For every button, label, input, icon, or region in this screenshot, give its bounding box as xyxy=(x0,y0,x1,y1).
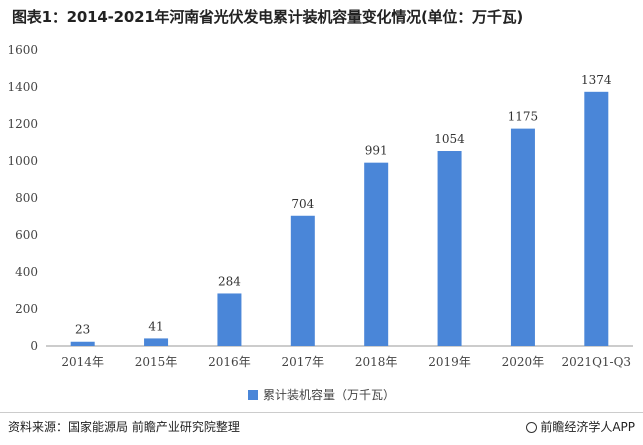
x-axis: 2014年 2015年 2016年 2017年 2018年 2019年 2020年 2021Q… xyxy=(46,345,633,369)
y-axis: 0 200 400 600 800 1000 1200 1400 1600 xyxy=(7,43,38,353)
x-tick-label: 2021Q1-Q3 xyxy=(562,355,632,369)
bar xyxy=(144,338,169,346)
y-tick-label: 1600 xyxy=(7,43,38,57)
data-label: 1374 xyxy=(581,73,612,87)
bar xyxy=(364,162,389,346)
x-tick-label: 2020年 xyxy=(502,355,545,369)
bar xyxy=(217,293,242,346)
data-labels: 23 41 284 704 991 1054 1175 1374 xyxy=(75,73,612,337)
bar xyxy=(584,91,609,346)
bar-series xyxy=(70,91,609,346)
data-label: 991 xyxy=(365,144,388,158)
x-tick-label: 2018年 xyxy=(355,355,398,369)
bar xyxy=(437,151,462,346)
legend-swatch xyxy=(247,390,258,400)
brand-logo-icon xyxy=(526,422,538,433)
data-label: 1054 xyxy=(434,132,465,146)
x-tick-label: 2016年 xyxy=(208,355,251,369)
brand-label: 前瞻经济学人APP xyxy=(540,420,635,434)
data-label: 1175 xyxy=(508,110,539,124)
data-label: 41 xyxy=(148,319,163,333)
y-tick-label: 200 xyxy=(15,302,38,316)
legend: 累计装机容量（万千瓦） xyxy=(0,386,643,403)
bar xyxy=(290,215,315,346)
footer-divider xyxy=(0,412,643,413)
y-tick-label: 1400 xyxy=(7,80,38,94)
x-tick-label: 2014年 xyxy=(61,355,104,369)
y-tick-label: 400 xyxy=(15,265,38,279)
legend-label: 累计装机容量（万千瓦） xyxy=(262,388,395,402)
chart-title: 图表1：2014-2021年河南省光伏发电累计装机容量变化情况(单位：万千瓦) xyxy=(12,8,524,26)
x-tick-label: 2019年 xyxy=(428,355,471,369)
y-tick-label: 1000 xyxy=(7,154,38,168)
brand-credit: 前瞻经济学人APP xyxy=(526,418,635,435)
bar xyxy=(510,128,535,346)
x-tick-label: 2015年 xyxy=(135,355,178,369)
bar xyxy=(70,341,95,346)
x-tick-label: 2017年 xyxy=(282,355,325,369)
data-label: 284 xyxy=(218,274,241,288)
y-tick-label: 800 xyxy=(15,191,38,205)
y-tick-label: 1200 xyxy=(7,117,38,131)
source-note: 资料来源：国家能源局 前瞻产业研究院整理 xyxy=(8,420,240,434)
data-label: 704 xyxy=(291,197,314,211)
y-tick-label: 0 xyxy=(30,339,38,353)
y-tick-label: 600 xyxy=(15,228,38,242)
data-label: 23 xyxy=(75,323,90,337)
